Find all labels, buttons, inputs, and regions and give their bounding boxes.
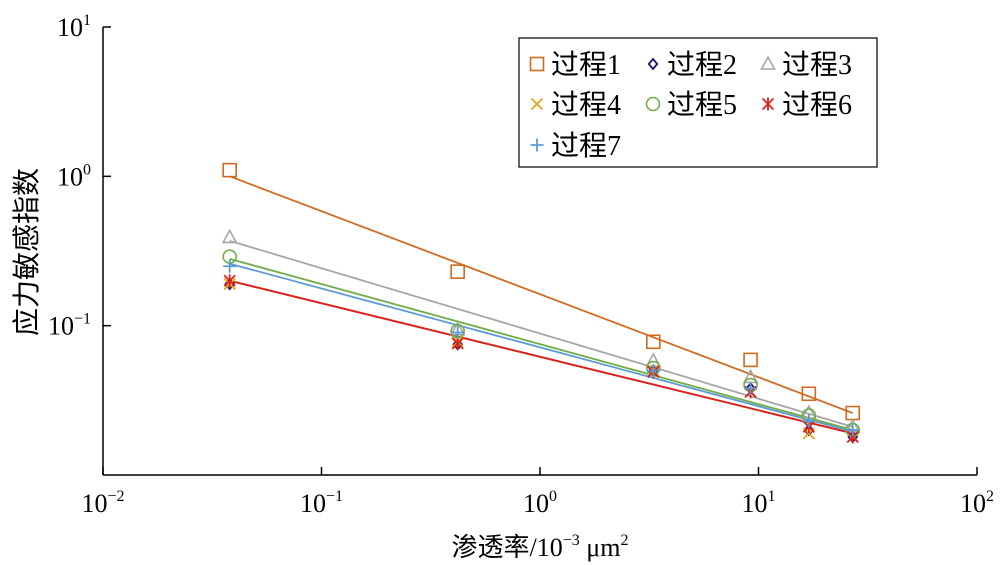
legend-label-7: 过程7	[551, 130, 621, 162]
legend-marker-2	[647, 57, 659, 71]
tick-marks	[102, 26, 978, 475]
x-axis-label-main: 渗透率/10	[452, 533, 563, 562]
x-axis-label-unit: μm	[580, 533, 621, 562]
legend-label-4: 过程4	[551, 89, 621, 121]
legend-label-6: 过程6	[782, 89, 852, 121]
point-s7-6	[846, 423, 860, 437]
legend-label-5: 过程5	[667, 89, 737, 121]
point-s7-1	[223, 259, 237, 273]
legend: 过程1 过程2 过程3 过程4 过程5 过程6 过程7	[518, 37, 878, 168]
point-s7-2	[451, 326, 465, 339]
x-tick-label-4: 102	[960, 488, 994, 518]
tick-labels: 10−2 10−1 100 101 102 10−1 100 101	[48, 12, 994, 518]
fit-line-7	[229, 262, 853, 433]
x-axis-label: 渗透率/10−3 μm2	[452, 532, 629, 562]
x-tick-label-0: 10−2	[81, 488, 124, 518]
point-s2-5	[803, 423, 815, 437]
legend-marker-7	[530, 138, 544, 152]
data-markers	[221, 162, 861, 444]
point-s6-2	[451, 336, 464, 350]
point-s7-3	[646, 364, 660, 378]
point-s1-4	[743, 352, 758, 368]
legend-label-1: 过程1	[551, 49, 621, 81]
legend-label-3: 过程3	[782, 49, 852, 81]
point-s7-4	[744, 381, 758, 395]
y-tick-label-0: 10−1	[48, 311, 91, 341]
fit-line-3	[229, 239, 854, 428]
legend-marker-1	[529, 56, 545, 72]
point-s1-5	[801, 386, 817, 402]
y-tick-label-2: 101	[57, 12, 91, 42]
fit-line-5	[229, 258, 853, 431]
x-tick-label-1: 10−1	[300, 488, 343, 518]
x-tick-label-3: 101	[742, 488, 776, 518]
point-s1-1	[222, 162, 237, 178]
y-axis-label: 应力敏感指数	[11, 168, 43, 336]
x-axis-label-unit-exp: 2	[620, 532, 628, 549]
fit-line-1	[229, 175, 854, 414]
point-s1-3	[645, 334, 661, 350]
legend-label-2: 过程2	[667, 49, 737, 81]
x-axis-label-exp: −3	[563, 532, 580, 549]
fit-line-6	[229, 279, 853, 435]
legend-marker-6	[761, 97, 775, 111]
legend-marker-4	[530, 97, 544, 111]
y-tick-label-1: 100	[57, 161, 91, 191]
point-s1-2	[450, 264, 465, 279]
point-s6-1	[223, 274, 236, 288]
point-s7-5	[802, 414, 816, 428]
x-tick-label-2: 100	[523, 488, 557, 518]
point-s3-1	[221, 228, 238, 244]
legend-marker-3	[760, 55, 776, 70]
legend-marker-5	[645, 96, 661, 112]
legend-box	[518, 37, 878, 168]
fit-lines	[229, 175, 854, 435]
